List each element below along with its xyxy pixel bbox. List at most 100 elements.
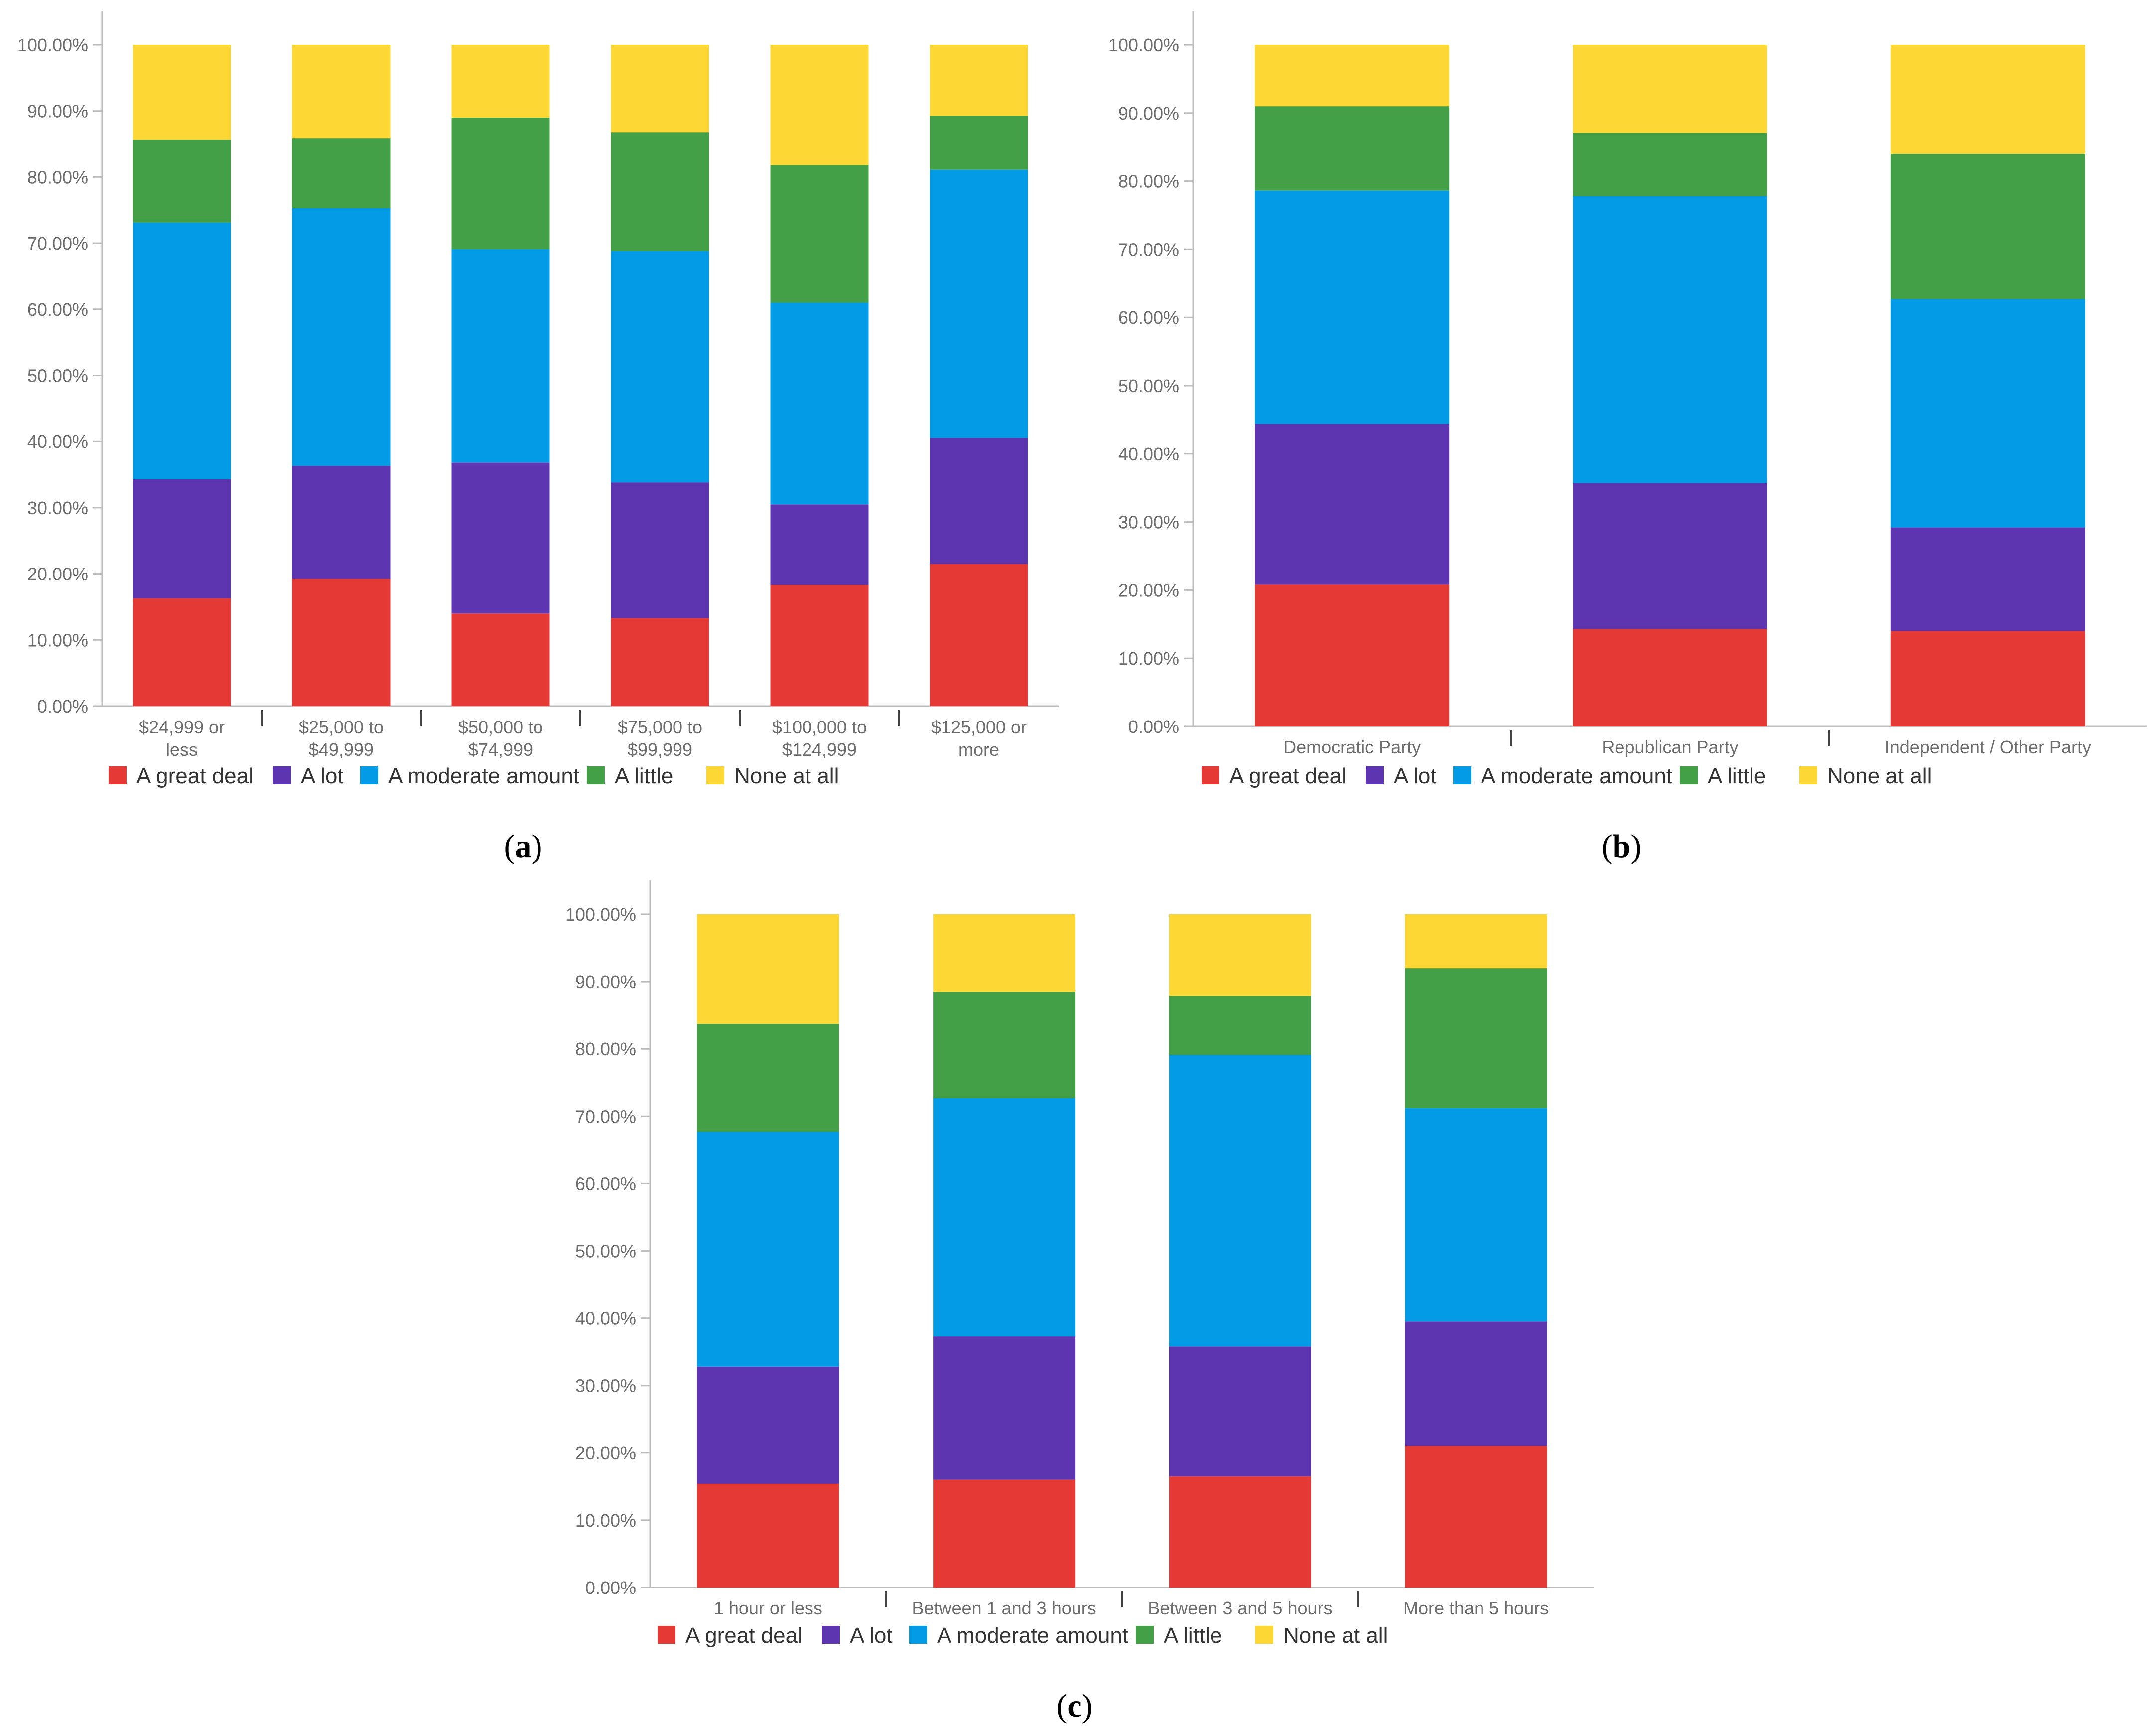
bar-segment-a-moderate-amount xyxy=(930,169,1028,438)
bar-segment-a-lot xyxy=(697,1366,839,1484)
y-tick-label: 10.00% xyxy=(575,1510,636,1531)
bar-segment-a-great-deal xyxy=(1405,1446,1547,1588)
bar-segment-a-great-deal xyxy=(133,598,231,706)
panel-label-a: (a) xyxy=(504,828,542,865)
y-tick-label: 10.00% xyxy=(27,630,88,650)
legend-label: None at all xyxy=(1827,764,1932,788)
x-tick-label: Democratic Party xyxy=(1283,737,1421,757)
bar-segment-a-little xyxy=(697,1024,839,1132)
bar-segment-a-lot xyxy=(1405,1321,1547,1446)
bar-segment-a-lot xyxy=(1169,1346,1311,1477)
bar-segment-a-lot xyxy=(611,482,709,618)
bar-segment-none-at-all xyxy=(1169,914,1311,996)
bar-segment-a-little xyxy=(292,138,391,208)
x-tick-label: $49,999 xyxy=(309,739,374,760)
x-tick-label: less xyxy=(166,739,198,760)
legend-swatch xyxy=(109,766,127,784)
bar-segment-a-great-deal xyxy=(451,613,550,706)
bar-segment-a-great-deal xyxy=(770,585,869,706)
legend-swatch xyxy=(1202,766,1219,784)
y-tick-label: 90.00% xyxy=(27,101,88,122)
y-tick-label: 40.00% xyxy=(575,1308,636,1329)
x-tick-label: $75,000 to xyxy=(618,717,702,737)
bar-segment-none-at-all xyxy=(1255,45,1450,107)
bar-segment-none-at-all xyxy=(930,45,1028,116)
legend-swatch xyxy=(1366,766,1384,784)
chart-panel-b: 0.00% 10.00% 20.00% 30.00% 40.00% 50.00% 60.00… xyxy=(1108,11,2147,865)
bar-segment-a-little xyxy=(451,117,550,250)
bar-segment-a-moderate-amount xyxy=(611,251,709,483)
x-tick-label: $50,000 to xyxy=(458,717,543,737)
bar-segment-a-moderate-amount xyxy=(1255,190,1450,424)
bar-segment-a-little xyxy=(1169,996,1311,1055)
x-tick-label: $125,000 or xyxy=(931,717,1027,737)
y-tick-label: 70.00% xyxy=(575,1106,636,1127)
legend-label: A little xyxy=(1708,764,1766,788)
y-tick-label: 70.00% xyxy=(1118,239,1179,260)
bar-segment-a-great-deal xyxy=(1573,629,1767,726)
bar-segment-a-little xyxy=(1890,153,2085,299)
chart-panel-c: 0.00% 10.00% 20.00% 30.00% 40.00% 50.00% 60.00… xyxy=(565,880,1594,1724)
bar-segment-a-great-deal xyxy=(1890,631,2085,726)
legend-label: A great deal xyxy=(685,1623,803,1648)
y-tick-label: 80.00% xyxy=(27,167,88,187)
y-tick-label: 60.00% xyxy=(27,299,88,320)
y-tick-label: 50.00% xyxy=(575,1241,636,1262)
bar-segment-a-little xyxy=(611,132,709,252)
bar-segment-none-at-all xyxy=(1405,914,1547,969)
bar-segment-a-great-deal xyxy=(292,579,391,706)
legend-label: A little xyxy=(615,764,673,788)
legend-swatch xyxy=(1255,1626,1273,1644)
y-tick-label: 30.00% xyxy=(27,498,88,518)
bar-segment-none-at-all xyxy=(933,914,1076,992)
bar-segment-a-lot xyxy=(1573,483,1767,629)
legend-swatch xyxy=(273,766,291,784)
x-tick-label: $124,999 xyxy=(782,739,857,760)
y-tick-label: 50.00% xyxy=(27,366,88,386)
bar-segment-a-moderate-amount xyxy=(933,1098,1076,1337)
panel-label-c: (c) xyxy=(1056,1688,1092,1724)
legend-label: A moderate amount xyxy=(388,764,579,788)
bar-segment-a-little xyxy=(930,115,1028,170)
bar-segment-a-lot xyxy=(1890,527,2085,631)
legend-label: A great deal xyxy=(1229,764,1347,788)
bar-segment-a-little xyxy=(133,139,231,223)
y-tick-label: 10.00% xyxy=(1118,648,1179,669)
bar-segment-a-great-deal xyxy=(611,618,709,706)
bar-segment-a-moderate-amount xyxy=(1405,1108,1547,1322)
legend-swatch xyxy=(1680,766,1698,784)
bar-segment-none-at-all xyxy=(697,914,839,1024)
x-tick-label: $25,000 to xyxy=(299,717,384,737)
y-tick-label: 40.00% xyxy=(27,432,88,452)
y-tick-label: 20.00% xyxy=(1118,580,1179,600)
legend-swatch xyxy=(822,1626,840,1644)
bar-segment-a-great-deal xyxy=(930,564,1028,706)
legend-label: A great deal xyxy=(136,764,254,788)
y-tick-label: 0.00% xyxy=(1128,717,1179,737)
bar-segment-a-lot xyxy=(292,466,391,579)
bar-segment-a-moderate-amount xyxy=(1573,196,1767,483)
y-tick-label: 20.00% xyxy=(575,1443,636,1463)
y-tick-label: 100.00% xyxy=(565,904,636,925)
bar-segment-a-moderate-amount xyxy=(697,1132,839,1367)
y-tick-label: 90.00% xyxy=(1118,103,1179,124)
legend-swatch xyxy=(1799,766,1817,784)
bar-segment-a-moderate-amount xyxy=(292,208,391,466)
y-tick-label: 80.00% xyxy=(1118,171,1179,192)
x-tick-label: $74,999 xyxy=(468,739,533,760)
y-tick-label: 50.00% xyxy=(1118,376,1179,396)
y-tick-label: 90.00% xyxy=(575,972,636,992)
x-tick-label: 1 hour or less xyxy=(714,1598,822,1618)
bar-segment-none-at-all xyxy=(611,45,709,133)
x-tick-label: Independent / Other Party xyxy=(1885,737,2091,757)
legend-label: A lot xyxy=(301,764,344,788)
x-tick-label: $24,999 or xyxy=(139,717,225,737)
bar-segment-a-little xyxy=(1573,133,1767,196)
y-tick-label: 100.00% xyxy=(17,35,88,55)
bar-segment-a-lot xyxy=(933,1336,1076,1480)
bar-segment-a-little xyxy=(770,165,869,303)
y-tick-label: 0.00% xyxy=(585,1578,636,1598)
bar-segment-a-little xyxy=(1405,968,1547,1109)
